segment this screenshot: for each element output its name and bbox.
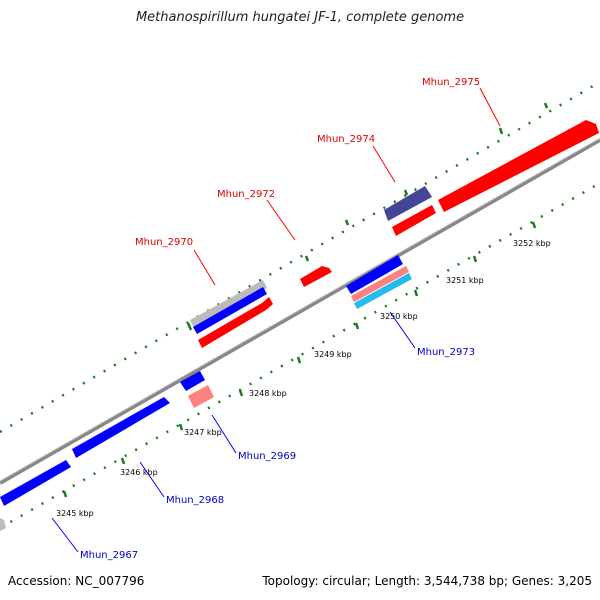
leader-mhun-2967	[51, 517, 79, 553]
major-tick	[531, 221, 537, 229]
gene-pink[interactable]	[188, 385, 214, 408]
backbone-highlight	[0, 137, 600, 482]
label-mhun-2973[interactable]: Mhun_2973	[417, 347, 475, 358]
major-tick	[178, 423, 184, 431]
gene-mhun-2970-arrow[interactable]	[193, 287, 267, 334]
major-tick	[120, 457, 126, 465]
minor-tick	[543, 102, 549, 109]
gene-labels: Mhun_2970 Mhun_2972 Mhun_2974 Mhun_2975 …	[80, 77, 480, 561]
leader-mhun-2968	[139, 461, 165, 498]
scale-label: 3246 kbp	[120, 468, 158, 477]
gene-mhun-2969-arrow[interactable]	[180, 371, 205, 391]
accession-text: Accession: NC_007796	[8, 574, 145, 588]
gene-mhun-2973-arrow[interactable]	[346, 255, 403, 294]
label-mhun-2975[interactable]: Mhun_2975	[422, 77, 480, 88]
minor-tick	[403, 189, 409, 196]
scale-label: 3249 kbp	[314, 350, 352, 359]
map-title: Methanospirillum hungatei JF-1, complete…	[135, 10, 465, 25]
gene-red-small[interactable]	[392, 205, 436, 236]
gene-pseudo-grey[interactable]	[190, 280, 267, 328]
gene-cyan-strip[interactable]	[354, 273, 412, 309]
major-tick	[472, 255, 478, 263]
major-tick	[62, 490, 68, 498]
label-mhun-2972[interactable]: Mhun_2972	[217, 189, 275, 200]
inner-dot-line	[0, 181, 600, 530]
scale-label: 3252 kbp	[513, 239, 551, 248]
major-tick	[498, 127, 504, 135]
label-mhun-2967[interactable]: Mhun_2967	[80, 550, 138, 561]
inner-tick-track	[0, 181, 600, 530]
scale-label: 3248 kbp	[249, 389, 287, 398]
gene-mhun-2968-arrow[interactable]	[72, 397, 170, 458]
major-tick	[238, 389, 244, 397]
leader-mhun-2974	[372, 145, 396, 183]
gene-mhun-2972-arrow[interactable]	[300, 266, 332, 287]
leader-mhun-2973	[389, 311, 416, 349]
label-mhun-2969[interactable]: Mhun_2969	[238, 451, 296, 462]
scale-label: 3250 kbp	[380, 312, 418, 321]
minor-tick	[344, 219, 350, 226]
label-leaders	[51, 87, 501, 553]
major-tick	[186, 322, 193, 331]
gene-mhun-2974-arrow[interactable]	[384, 186, 432, 221]
label-mhun-2968[interactable]: Mhun_2968	[166, 495, 224, 506]
minor-tick	[304, 255, 310, 262]
gene-red-forward[interactable]	[198, 297, 273, 348]
scale-label: 3245 kbp	[56, 509, 94, 518]
major-tick	[296, 356, 302, 364]
gene-pink-strip[interactable]	[351, 266, 409, 302]
genome-backbone	[0, 138, 600, 485]
leader-mhun-2972	[266, 199, 296, 241]
gene-mhun-2975-arrow[interactable]	[438, 120, 599, 212]
outer-dot-line	[0, 80, 600, 434]
gene-mhun-2967-arrow[interactable]	[0, 460, 71, 506]
leader-mhun-2969	[211, 414, 237, 454]
leader-mhun-2970	[193, 249, 216, 286]
forward-strand-genes	[190, 120, 599, 348]
label-mhun-2974[interactable]: Mhun_2974	[317, 134, 375, 145]
leader-mhun-2975	[479, 87, 501, 127]
scale-label: 3247 kbp	[184, 428, 222, 437]
topology-text: Topology: circular; Length: 3,544,738 bp…	[262, 574, 592, 588]
gene-grey-edge[interactable]	[0, 518, 6, 531]
outer-tick-track	[0, 80, 600, 434]
reverse-strand-genes	[0, 255, 412, 531]
major-tick	[413, 289, 419, 297]
scale-labels: 3245 kbp 3246 kbp 3247 kbp 3248 kbp 3249…	[56, 239, 551, 518]
label-mhun-2970[interactable]: Mhun_2970	[135, 237, 193, 248]
scale-label: 3251 kbp	[446, 276, 484, 285]
major-tick	[354, 322, 360, 330]
